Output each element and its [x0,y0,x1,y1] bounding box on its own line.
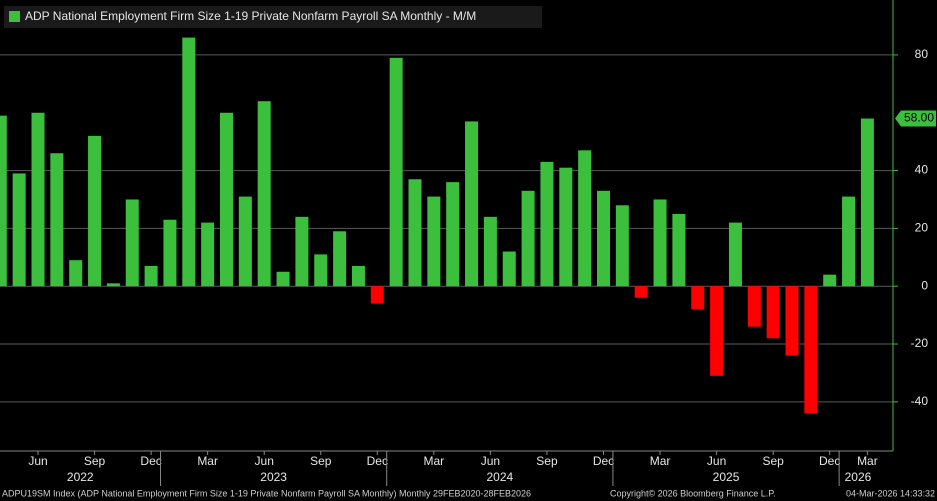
bar [446,182,460,287]
bar [50,153,64,287]
x-tick-label: Mar [424,454,445,468]
bar [615,205,629,287]
bar [427,196,441,287]
bar [295,216,309,287]
bar [465,121,479,287]
bar [238,196,252,287]
bar [88,135,102,287]
bar [333,231,347,287]
bar [12,173,26,287]
x-tick-label: Mar [650,454,671,468]
bar [747,286,761,327]
bar [502,251,516,287]
bar [653,199,667,287]
bar [163,219,177,287]
bar [483,216,497,287]
x-tick-label: Jun [481,454,500,468]
year-label: 2023 [260,470,287,484]
y-tick-label: 80 [915,47,929,61]
bar [31,112,45,287]
bar [804,286,818,414]
x-tick-label: Sep [84,454,106,468]
bar [823,274,837,287]
bar [710,286,724,376]
x-tick-label: Jun [707,454,726,468]
x-tick-label: Dec [367,454,388,468]
x-tick-label: Dec [819,454,840,468]
footer-center: Copyright© 2026 Bloomberg Finance L.P. [610,488,776,498]
x-tick-label: Mar [197,454,218,468]
bar [201,222,215,287]
value-label-badge [895,110,936,127]
year-label: 2024 [486,470,513,484]
x-tick-label: Sep [762,454,784,468]
bar [182,37,196,287]
legend-box [4,6,542,28]
x-tick-label: Sep [310,454,332,468]
bar [672,213,686,287]
bar [728,222,742,287]
bar [578,150,592,287]
bar [0,115,7,287]
bar [597,190,610,287]
x-tick-label: Mar [857,454,878,468]
x-tick-label: Jun [28,454,47,468]
footer-right: 04-Mar-2026 14:33:32 [846,488,935,498]
x-tick-label: Jun [255,454,274,468]
legend-swatch [9,11,20,22]
bar [314,254,328,287]
bar [389,57,403,287]
bar [370,286,384,304]
y-tick-label: -40 [911,394,929,408]
bar [106,283,120,287]
bar [125,199,139,287]
bar [842,196,856,287]
plot-area: -40 -20 0 20 40 80 Jun Sep Dec Mar Jun Sep Dec Mar Jun… [0,0,936,486]
bar [257,101,271,287]
bar [69,260,83,287]
legend-label: ADP National Employment Firm Size 1-19 P… [25,9,476,23]
year-label: 2025 [713,470,740,484]
bar [144,265,158,287]
footer-left: ADPU19SM Index (ADP National Employment … [2,488,531,498]
bar [634,286,648,298]
year-label: 2022 [67,470,94,484]
x-tick-label: Dec [140,454,161,468]
year-label: 2026 [845,470,872,484]
bar [785,286,799,356]
bar [351,265,365,287]
bar [559,167,573,287]
bar [521,190,535,287]
bar [220,112,233,287]
bar [766,286,780,339]
bar [276,271,290,287]
bar [408,179,422,287]
x-tick-label: Sep [536,454,558,468]
bar [691,286,705,310]
bar [540,161,554,287]
bar [860,118,874,287]
y-tick-label: -20 [911,336,929,350]
x-tick-label: Dec [593,454,614,468]
y-tick-label: 0 [921,278,928,292]
value-label: 58.00 [904,111,934,125]
y-tick-label: 20 [915,221,929,235]
y-tick-label: 40 [915,163,929,177]
